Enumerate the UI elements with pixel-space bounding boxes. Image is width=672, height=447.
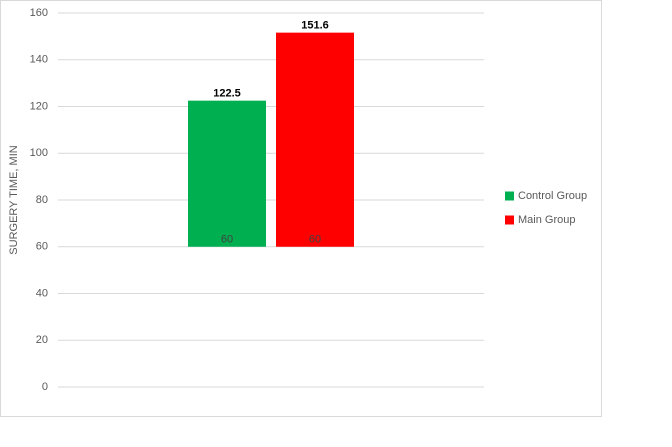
value-label: 122.5 (213, 88, 241, 100)
grid: 0 20 40 60 80 100 120 140 160 (30, 7, 484, 393)
base-label: 60 (309, 234, 321, 246)
y-tick-label: 20 (36, 334, 48, 346)
legend: Control Group Main Group (505, 190, 587, 226)
y-tick-label: 80 (36, 194, 48, 206)
bars (188, 32, 354, 247)
y-axis-title: SURGERY TIME, MIN (8, 145, 20, 254)
y-tick-label: 40 (36, 287, 48, 299)
labels: 122.5 60 151.6 60 (213, 20, 329, 246)
bar (276, 32, 354, 247)
legend-swatch (505, 191, 514, 201)
legend-label: Control Group (518, 190, 587, 202)
y-tick-label: 0 (42, 381, 48, 393)
legend-label: Main Group (518, 214, 575, 226)
y-tick-label: 60 (36, 241, 48, 253)
y-tick-label: 100 (30, 147, 48, 159)
base-label: 60 (221, 234, 233, 246)
bar (188, 100, 266, 247)
legend-swatch (505, 215, 514, 225)
y-tick-label: 120 (30, 100, 48, 112)
y-tick-label: 140 (30, 54, 48, 66)
value-label: 151.6 (301, 20, 329, 32)
y-tick-label: 160 (30, 7, 48, 19)
